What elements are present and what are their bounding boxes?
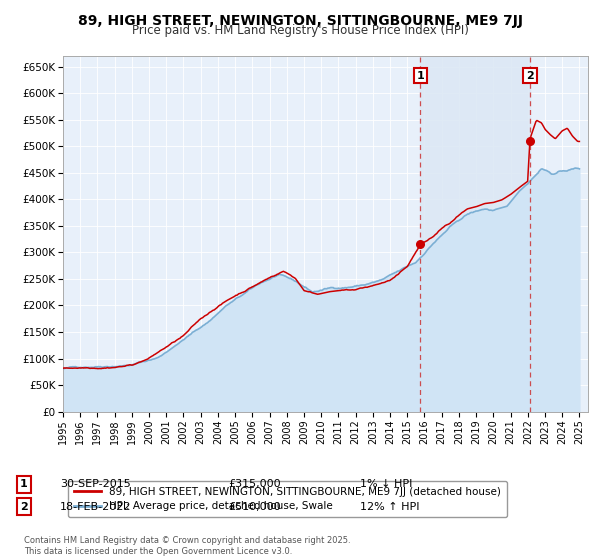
Text: 89, HIGH STREET, NEWINGTON, SITTINGBOURNE, ME9 7JJ: 89, HIGH STREET, NEWINGTON, SITTINGBOURN… xyxy=(77,14,523,28)
Text: £510,000: £510,000 xyxy=(228,502,281,512)
Text: 18-FEB-2022: 18-FEB-2022 xyxy=(60,502,131,512)
Text: 1% ↓ HPI: 1% ↓ HPI xyxy=(360,479,412,489)
Text: Price paid vs. HM Land Registry's House Price Index (HPI): Price paid vs. HM Land Registry's House … xyxy=(131,24,469,37)
Text: 30-SEP-2015: 30-SEP-2015 xyxy=(60,479,131,489)
Text: 1: 1 xyxy=(416,71,424,81)
Text: Contains HM Land Registry data © Crown copyright and database right 2025.
This d: Contains HM Land Registry data © Crown c… xyxy=(24,536,350,556)
Text: 1: 1 xyxy=(20,479,28,489)
Text: 2: 2 xyxy=(20,502,28,512)
Text: £315,000: £315,000 xyxy=(228,479,281,489)
Text: 2: 2 xyxy=(526,71,534,81)
Text: 12% ↑ HPI: 12% ↑ HPI xyxy=(360,502,419,512)
Bar xyxy=(420,56,530,412)
Legend: 89, HIGH STREET, NEWINGTON, SITTINGBOURNE, ME9 7JJ (detached house), HPI: Averag: 89, HIGH STREET, NEWINGTON, SITTINGBOURN… xyxy=(68,481,507,517)
